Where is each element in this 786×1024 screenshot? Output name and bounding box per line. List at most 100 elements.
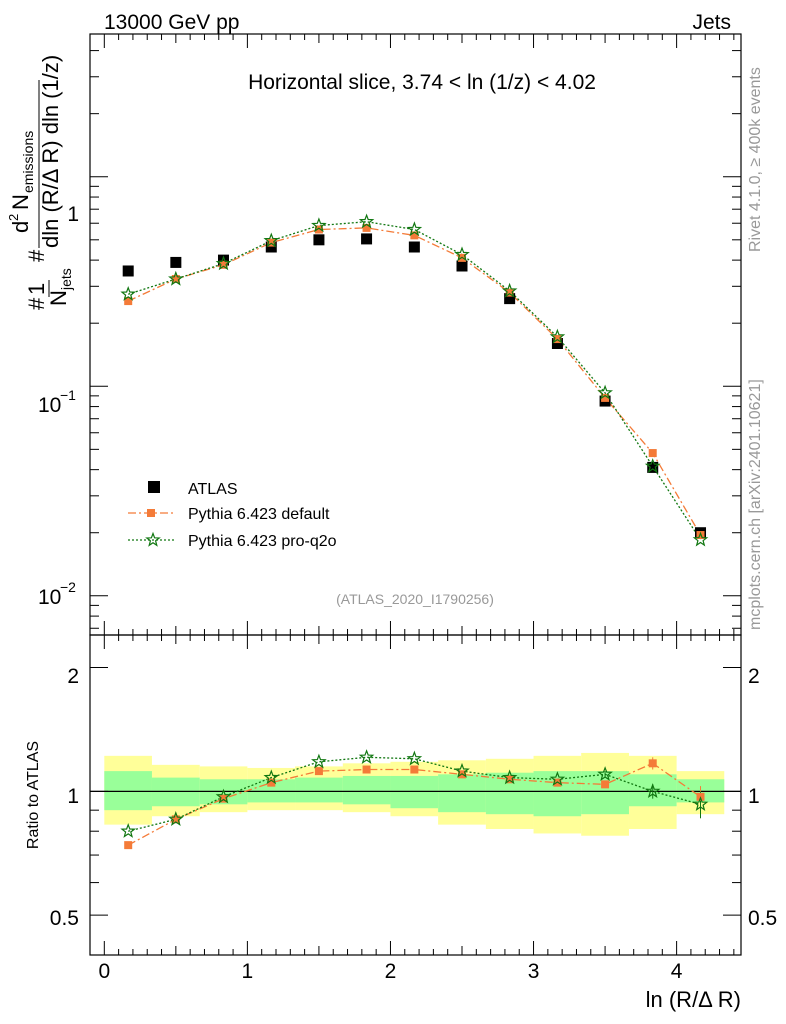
main-data-series bbox=[120, 213, 709, 547]
svg-text:1: 1 bbox=[67, 203, 79, 226]
y-tick-label-1: 1 bbox=[67, 203, 79, 226]
proq2o-data-point bbox=[692, 531, 709, 547]
proq2o-data-point bbox=[597, 384, 613, 400]
atlas-data-point bbox=[170, 256, 182, 268]
svg-text:2: 2 bbox=[6, 214, 21, 221]
default-data-point bbox=[362, 223, 371, 232]
proq2o-ratio-point bbox=[168, 811, 184, 827]
proq2o-data-point bbox=[358, 213, 375, 229]
ratio-y-tick-left-1: 1 bbox=[67, 785, 79, 808]
ratio-y-tick-right-0.5: 0.5 bbox=[748, 907, 777, 930]
atlas-data-point bbox=[361, 233, 373, 245]
default-data-point bbox=[410, 231, 419, 240]
proq2o-data-point bbox=[454, 246, 470, 262]
atlas-data-point bbox=[217, 254, 229, 266]
proq2o-data-point bbox=[263, 232, 280, 248]
default-data-point bbox=[219, 260, 228, 269]
stat-uncertainty-band bbox=[581, 771, 629, 815]
default-data-point bbox=[601, 393, 610, 402]
default-data-point bbox=[314, 225, 323, 234]
proq2o-ratio-point bbox=[692, 796, 709, 812]
default-ratio-point bbox=[124, 841, 133, 850]
default-ratio-point bbox=[648, 759, 657, 768]
svg-text:d: d bbox=[8, 221, 33, 233]
atlas-data-point bbox=[504, 293, 516, 305]
proq2o-data-point bbox=[549, 328, 566, 344]
default-ratio-point bbox=[314, 767, 323, 776]
default-ratio-point bbox=[410, 765, 419, 774]
default-data-point bbox=[648, 449, 657, 458]
mcplots-reference-label: mcplots.cern.ch [arXiv:2401.10621] bbox=[747, 379, 764, 630]
x-tick-labels: 0 1 2 3 4 bbox=[98, 960, 682, 983]
proq2o-data-point bbox=[168, 270, 184, 286]
atlas-data-point bbox=[408, 241, 420, 253]
y-tick-label-0.01: 10 −2 bbox=[38, 579, 76, 609]
proq2o-ratio-point bbox=[406, 750, 423, 766]
atlas-data-point bbox=[265, 241, 277, 253]
y-tick-label-0.1: 10 −1 bbox=[38, 387, 76, 417]
main-y-axis-label: # 1 N jets # d 2 N emissions dln (R/Δ R)… bbox=[6, 55, 74, 310]
default-ratio-point bbox=[267, 778, 276, 787]
proq2o-ratio-point bbox=[597, 766, 613, 782]
x-tick-label-3: 3 bbox=[528, 960, 540, 983]
default-ratio-point bbox=[505, 775, 514, 784]
proq2o-ratio-point bbox=[311, 753, 327, 769]
svg-text:10: 10 bbox=[38, 394, 61, 417]
default-data-point bbox=[267, 238, 276, 247]
stat-uncertainty-band bbox=[390, 775, 439, 809]
proq2o-data-point bbox=[215, 255, 232, 271]
ratio-y-axis-label: Ratio to ATLAS bbox=[25, 741, 42, 849]
proq2o-ratio-point bbox=[454, 762, 470, 778]
default-data-point bbox=[505, 288, 514, 297]
svg-text:dln (R/Δ R) dln (1/z): dln (R/Δ R) dln (1/z) bbox=[38, 55, 63, 248]
svg-text:1: 1 bbox=[24, 283, 49, 295]
proq2o-ratio-point bbox=[644, 783, 661, 799]
default-ratio-point bbox=[171, 815, 180, 824]
x-tick-label-0: 0 bbox=[98, 960, 110, 983]
atlas-data-point bbox=[551, 338, 563, 350]
svg-text:N: N bbox=[46, 290, 71, 306]
proq2o-data-point bbox=[501, 282, 518, 298]
legend-label-default: Pythia 6.423 default bbox=[188, 506, 330, 523]
proq2o-data-point bbox=[406, 221, 423, 237]
svg-text:−2: −2 bbox=[60, 579, 76, 595]
category-label: Jets bbox=[692, 11, 731, 34]
ratio-y-tick-right-1: 1 bbox=[748, 785, 760, 808]
plot-title: Horizontal slice, 3.74 < ln (1/z) < 4.02 bbox=[248, 71, 596, 94]
proq2o-data-point bbox=[311, 217, 327, 233]
atlas-data-point bbox=[647, 461, 659, 473]
default-data-point bbox=[171, 275, 180, 284]
uncertainty-bands bbox=[104, 752, 725, 836]
legend-label-atlas: ATLAS bbox=[188, 481, 238, 498]
process-label: 13000 GeV pp bbox=[104, 11, 239, 34]
atlas-data-point bbox=[122, 265, 134, 277]
legend-label-proq2o: Pythia 6.423 pro-q2o bbox=[188, 533, 337, 550]
proq2o-ratio-point bbox=[120, 822, 137, 838]
ratio-y-tick-left-0.5: 0.5 bbox=[50, 907, 79, 930]
svg-text:emissions: emissions bbox=[20, 131, 36, 193]
proq2o-ratio-point bbox=[501, 769, 518, 785]
svg-text:−1: −1 bbox=[60, 387, 76, 403]
ratio-y-tick-left-2: 2 bbox=[67, 665, 79, 688]
atlas-data-point bbox=[313, 234, 325, 246]
svg-text:jets: jets bbox=[58, 268, 74, 291]
x-tick-label-1: 1 bbox=[242, 960, 254, 983]
svg-text:#: # bbox=[24, 249, 49, 262]
stat-uncertainty-band bbox=[438, 774, 486, 813]
analysis-id-label: (ATLAS_2020_I1790256) bbox=[336, 591, 494, 607]
stat-uncertainty-band bbox=[104, 771, 152, 811]
default-ratio-point bbox=[219, 794, 228, 803]
x-tick-label-2: 2 bbox=[385, 960, 397, 983]
default-ratio-point bbox=[601, 780, 610, 789]
rivet-version-label: Rivet 4.1.0, ≥ 400k events bbox=[747, 67, 764, 252]
default-ratio-point bbox=[362, 765, 371, 774]
stat-uncertainty-band bbox=[295, 777, 343, 803]
proq2o-data-point bbox=[120, 285, 137, 301]
ratio-data-series bbox=[120, 749, 709, 850]
stat-uncertainty-band bbox=[342, 775, 391, 805]
proq2o-ratio-point bbox=[215, 788, 232, 804]
proq2o-ratio-point bbox=[358, 749, 375, 765]
svg-text:10: 10 bbox=[38, 586, 61, 609]
main-axis-ticks bbox=[90, 34, 741, 635]
